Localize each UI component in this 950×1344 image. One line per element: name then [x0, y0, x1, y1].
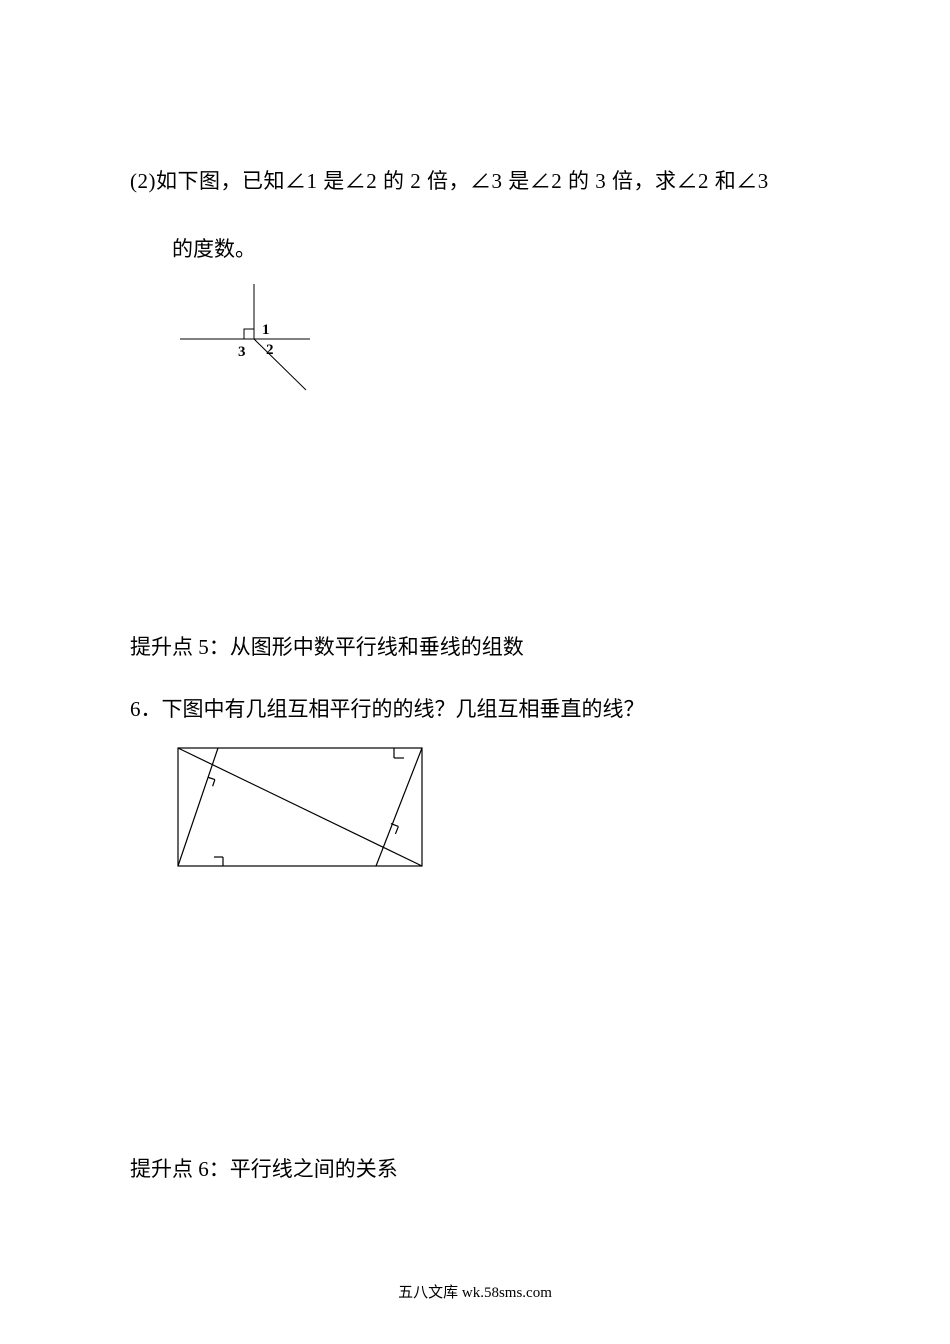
figure-1-angles: 1 2 3 — [180, 284, 820, 409]
footer-text: 五八文库 wk.58sms.com — [0, 1281, 950, 1302]
svg-text:2: 2 — [266, 342, 274, 358]
section-5-title: 提升点 5：从图形中数平行线和垂线的组数 — [130, 631, 820, 665]
page: (2)如下图，已知∠1 是∠2 的 2 倍，∠3 是∠2 的 3 倍，求∠2 和… — [0, 0, 950, 1344]
section-6-title: 提升点 6：平行线之间的关系 — [130, 1153, 820, 1187]
question-6: 6．下图中有几组互相平行的的线？几组互相垂直的线？ — [130, 693, 820, 727]
svg-text:1: 1 — [262, 322, 270, 338]
figure-1-svg: 1 2 3 — [180, 284, 320, 404]
svg-text:3: 3 — [238, 344, 246, 360]
figure-2-svg — [160, 738, 440, 878]
figure-2-rectangle — [160, 738, 820, 883]
question-2-line-1: (2)如下图，已知∠1 是∠2 的 2 倍，∠3 是∠2 的 3 倍，求∠2 和… — [130, 165, 820, 199]
question-2-line-2: 的度数。 — [172, 233, 820, 267]
